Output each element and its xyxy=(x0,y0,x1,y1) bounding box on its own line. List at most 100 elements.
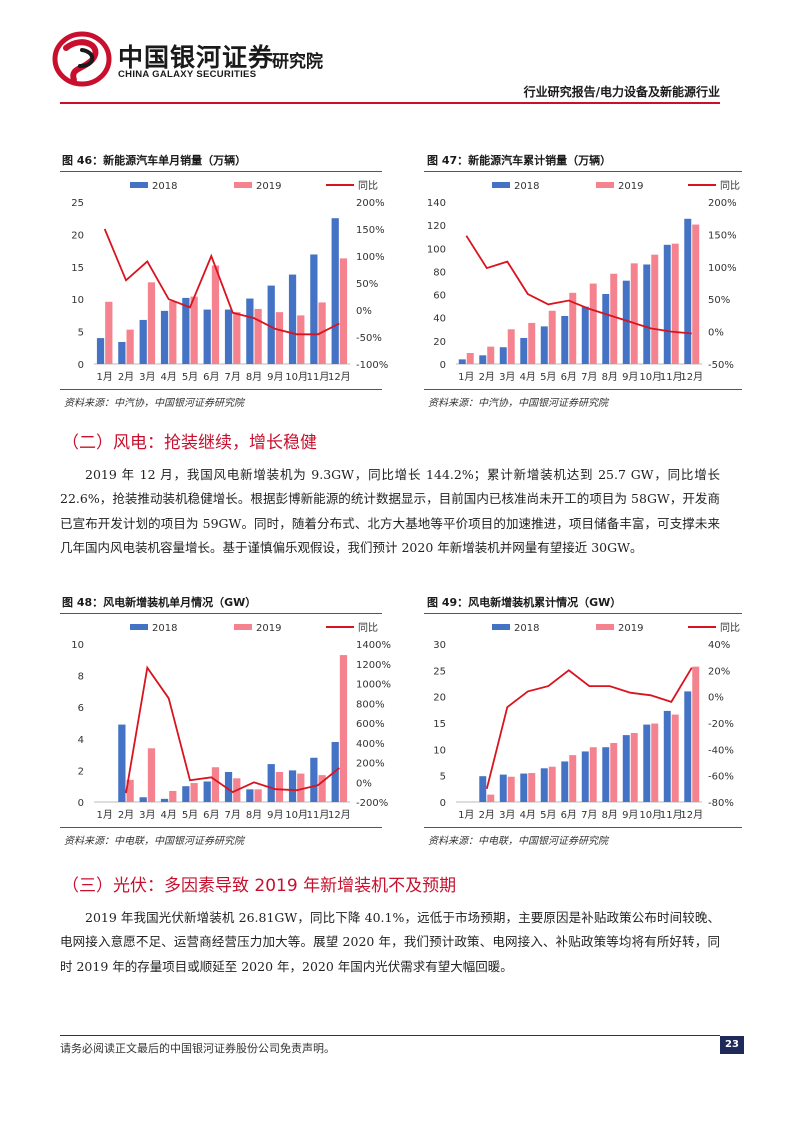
page-number: 23 xyxy=(720,1036,744,1054)
y-tick-label: 120 xyxy=(427,221,446,232)
brand-name-cn: 中国银河证券 xyxy=(118,43,275,72)
y-tick-label: 100 xyxy=(427,244,446,255)
bar-2018 xyxy=(96,338,105,364)
bar-2018 xyxy=(288,770,297,802)
x-tick-label: 5月 xyxy=(182,809,198,821)
figure-47-rule xyxy=(424,171,742,172)
x-tick-label: 8月 xyxy=(602,809,618,821)
x-tick-label: 6月 xyxy=(561,809,577,821)
x-tick-label: 5月 xyxy=(540,371,556,383)
bar-2018 xyxy=(499,774,507,802)
figure-47-rule-bottom xyxy=(424,389,742,390)
bar-2019 xyxy=(126,329,134,364)
report-type: 行业研究报告/电力设备及新能源行业 xyxy=(523,85,720,99)
bar-2018 xyxy=(663,710,671,802)
bar-2019 xyxy=(651,723,659,802)
y2-tick-label: 0% xyxy=(356,778,372,789)
y-tick-label: 10 xyxy=(433,745,446,756)
y2-tick-label: 150% xyxy=(356,225,385,236)
y2-tick-label: 40% xyxy=(708,640,730,651)
legend-swatch-2019 xyxy=(234,182,252,188)
bar-2018 xyxy=(118,724,126,802)
x-tick-label: 4月 xyxy=(160,809,176,821)
bar-2018 xyxy=(479,776,487,802)
bar-2019 xyxy=(589,747,597,802)
bar-2018 xyxy=(160,310,169,364)
figure-49-title: 图 49：风电新增装机累计情况（GW） xyxy=(427,596,622,609)
x-tick-label: 6月 xyxy=(203,809,219,821)
legend-swatch-2019 xyxy=(596,182,614,188)
x-tick-label: 1月 xyxy=(458,371,474,383)
bar-2019 xyxy=(610,743,618,802)
bar-2018 xyxy=(643,264,651,364)
legend-label: 同比 xyxy=(358,180,378,192)
y-tick-label: 10 xyxy=(71,295,84,306)
bar-2019 xyxy=(671,243,679,364)
y2-tick-label: 20% xyxy=(708,666,730,677)
bar-2019 xyxy=(318,775,326,802)
yoy-line xyxy=(125,665,340,794)
x-tick-label: 10月 xyxy=(285,809,308,821)
figure-49-source: 资料来源：中电联，中国银河证券研究院 xyxy=(428,836,608,847)
x-tick-label: 12月 xyxy=(680,809,703,821)
y-tick-label: 6 xyxy=(78,703,84,714)
x-tick-label: 7月 xyxy=(581,371,597,383)
pv-section-heading: （三）光伏：多因素导致 2019 年新增装机不及预期 xyxy=(62,876,457,896)
x-tick-label: 8月 xyxy=(246,809,262,821)
bar-2019 xyxy=(339,258,348,364)
y2-tick-label: -200% xyxy=(356,798,388,809)
y2-tick-label: 100% xyxy=(356,252,385,263)
bar-2018 xyxy=(622,735,630,802)
yoy-line xyxy=(103,228,340,336)
bar-2019 xyxy=(147,748,156,802)
x-tick-label: 9月 xyxy=(622,371,638,383)
bar-2019 xyxy=(528,773,536,802)
legend-label: 同比 xyxy=(720,180,740,192)
y2-tick-label: 100% xyxy=(708,263,737,274)
bar-2019 xyxy=(692,666,700,802)
y2-tick-label: 50% xyxy=(708,295,730,306)
yoy-line xyxy=(485,667,693,790)
x-tick-label: 12月 xyxy=(328,809,351,821)
bar-2018 xyxy=(182,297,190,364)
y2-tick-label: -50% xyxy=(708,360,734,371)
y2-tick-label: 200% xyxy=(708,198,737,209)
bar-2018 xyxy=(581,751,589,802)
figure-46-rule-bottom xyxy=(60,389,382,390)
y2-tick-label: -80% xyxy=(708,798,734,809)
bar-2019 xyxy=(169,301,177,364)
x-tick-label: 3月 xyxy=(139,371,155,383)
bar-2019 xyxy=(589,283,597,364)
bar-2019 xyxy=(297,315,305,364)
bar-2019 xyxy=(254,308,262,364)
brand-logo-icon xyxy=(52,31,112,87)
x-tick-label: 7月 xyxy=(224,809,240,821)
footer-divider xyxy=(60,1035,720,1036)
pv-section-paragraph: 2019 年我国光伏新增装机 26.81GW，同比下降 40.1%，远低于市场预… xyxy=(60,910,720,974)
bar-2019 xyxy=(275,771,284,802)
y2-tick-label: 1400% xyxy=(356,640,391,651)
bar-2019 xyxy=(254,789,262,802)
y2-tick-label: -60% xyxy=(708,772,734,783)
y2-tick-label: 150% xyxy=(708,230,737,241)
y2-tick-label: -40% xyxy=(708,745,734,756)
legend-label: 同比 xyxy=(358,622,378,634)
bar-2018 xyxy=(479,355,487,364)
y-tick-label: 0 xyxy=(440,360,446,371)
y-tick-label: 8 xyxy=(78,672,84,683)
bar-2018 xyxy=(288,274,297,364)
bar-2019 xyxy=(211,767,220,802)
x-tick-label: 10月 xyxy=(639,371,662,383)
y2-tick-label: 0% xyxy=(708,328,724,339)
legend-swatch-2018 xyxy=(492,182,510,188)
legend-swatch-2018 xyxy=(130,624,148,630)
bar-2019 xyxy=(671,714,679,802)
bar-2019 xyxy=(211,265,220,364)
legend-label: 2018 xyxy=(514,181,539,192)
x-tick-label: 12月 xyxy=(680,371,703,383)
x-tick-label: 8月 xyxy=(602,371,618,383)
x-tick-label: 2月 xyxy=(118,809,134,821)
legend-label: 2018 xyxy=(152,623,177,634)
bar-2018 xyxy=(310,757,318,802)
figure-47-chart: 2018 2019 同比 0 20 40 60 80 100 120 140 -50% 0% 50% 100… xyxy=(427,180,740,383)
